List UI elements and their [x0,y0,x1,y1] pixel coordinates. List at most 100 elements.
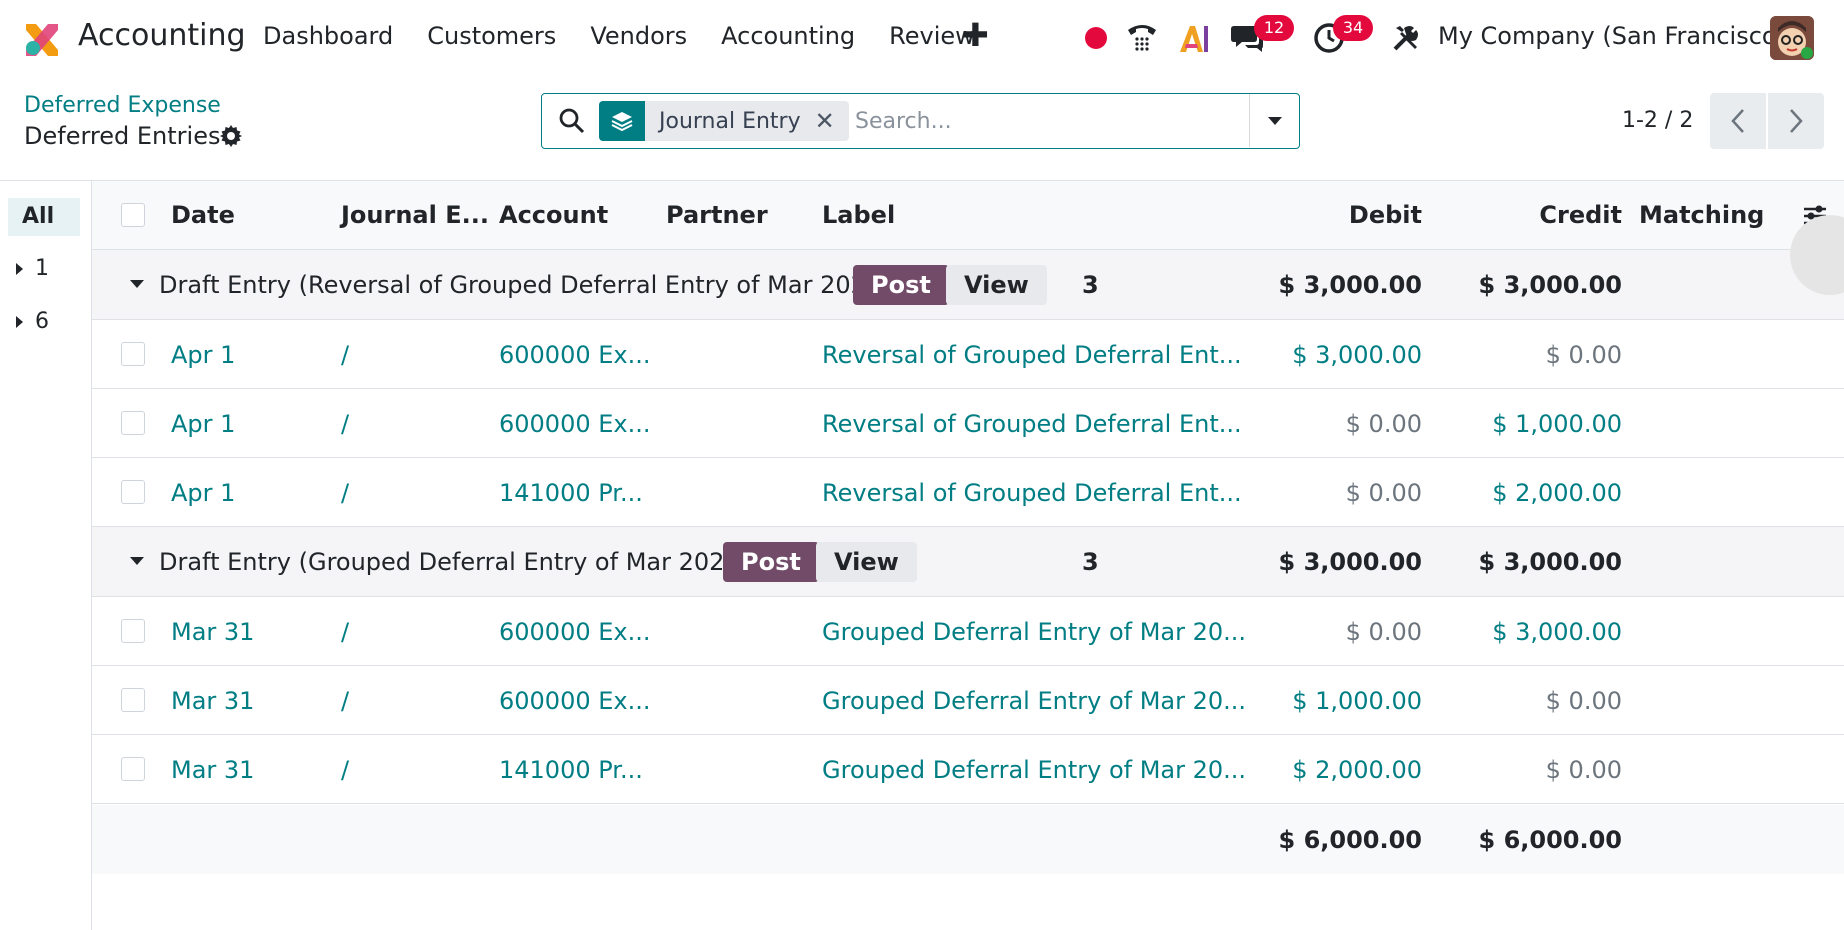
menu-dashboard[interactable]: Dashboard [263,22,394,50]
date-cell[interactable]: Mar 31 [171,618,255,646]
column-partner[interactable]: Partner [666,201,768,229]
table-row[interactable]: Mar 31 / 600000 Ex... Grouped Deferral E… [92,597,1844,666]
view-button[interactable]: View [946,265,1047,305]
column-journal-entry[interactable]: Journal E... [341,201,489,229]
chat-icon[interactable] [1230,22,1264,54]
row-checkbox[interactable] [121,688,145,712]
row-checkbox[interactable] [121,411,145,435]
ai-icon[interactable] [1177,22,1211,56]
date-cell[interactable]: Mar 31 [171,687,255,715]
pager-previous-button[interactable] [1710,93,1766,149]
post-button[interactable]: Post [853,265,949,305]
label-cell[interactable]: Reversal of Grouped Deferral Ent... [822,341,1242,369]
journal-entry-cell[interactable]: / [341,756,350,784]
gear-icon[interactable] [219,124,243,148]
pager-next-button[interactable] [1768,93,1824,149]
debit-cell[interactable]: $ 2,000.00 [1292,756,1422,784]
company-switcher[interactable]: My Company (San Francisco) [1438,22,1786,50]
table-row[interactable]: Apr 1 / 600000 Ex... Reversal of Grouped… [92,320,1844,389]
account-cell[interactable]: 600000 Ex... [499,410,651,438]
debit-cell[interactable]: $ 0.00 [1345,410,1422,438]
group-row[interactable]: Draft Entry (Reversal of Grouped Deferra… [92,250,1844,320]
column-matching[interactable]: Matching [1639,201,1765,229]
table-row[interactable]: Apr 1 / 141000 Pr... Reversal of Grouped… [92,458,1844,527]
account-cell[interactable]: 141000 Pr... [499,756,643,784]
date-cell[interactable]: Mar 31 [171,756,255,784]
user-avatar[interactable] [1770,16,1814,60]
group-row[interactable]: Draft Entry (Grouped Deferral Entry of M… [92,527,1844,597]
account-cell[interactable]: 600000 Ex... [499,341,651,369]
account-cell[interactable]: 141000 Pr... [499,479,643,507]
main-menu: Dashboard Customers Vendors Accounting R… [263,22,1009,50]
credit-cell[interactable]: $ 0.00 [1545,687,1622,715]
debit-cell[interactable]: $ 3,000.00 [1292,341,1422,369]
avatar-image [1770,16,1814,60]
menu-review[interactable]: Review [889,22,975,50]
credit-cell[interactable]: $ 2,000.00 [1492,479,1622,507]
debit-cell[interactable]: $ 1,000.00 [1292,687,1422,715]
date-cell[interactable]: Apr 1 [171,341,236,369]
phone-icon[interactable] [1125,20,1159,54]
date-cell[interactable]: Apr 1 [171,410,236,438]
journal-entry-cell[interactable]: / [341,687,350,715]
search-panel-all[interactable]: All [8,198,80,236]
label-cell[interactable]: Grouped Deferral Entry of Mar 20... [822,618,1247,646]
app-name[interactable]: Accounting [78,18,246,53]
credit-cell[interactable]: $ 0.00 [1545,341,1622,369]
debit-cell[interactable]: $ 0.00 [1345,479,1422,507]
search-panel-item-1[interactable]: 1 [16,256,49,281]
breadcrumb-parent-link[interactable]: Deferred Expense [24,93,221,118]
search-bar: Journal Entry ✕ [541,93,1300,149]
facet-remove-icon[interactable]: ✕ [814,107,835,135]
column-date[interactable]: Date [171,201,235,229]
row-checkbox[interactable] [121,757,145,781]
group-title: Draft Entry (Reversal of Grouped Deferra… [159,271,891,299]
view-button[interactable]: View [816,542,917,582]
debit-cell[interactable]: $ 0.00 [1345,618,1422,646]
label-cell[interactable]: Grouped Deferral Entry of Mar 20... [822,687,1247,715]
post-button[interactable]: Post [723,542,819,582]
pager-value[interactable]: 1-2 / 2 [1622,108,1694,133]
column-debit[interactable]: Debit [1348,201,1422,229]
journal-entry-cell[interactable]: / [341,341,350,369]
messages-count-badge: 12 [1254,15,1294,41]
table-row[interactable]: Mar 31 / 600000 Ex... Grouped Deferral E… [92,666,1844,735]
total-debit: $ 6,000.00 [1278,826,1422,854]
credit-cell[interactable]: $ 1,000.00 [1492,410,1622,438]
column-label[interactable]: Label [822,201,896,229]
select-all-checkbox[interactable] [121,203,145,227]
credit-cell[interactable]: $ 0.00 [1545,756,1622,784]
menu-customers[interactable]: Customers [427,22,557,50]
label-cell[interactable]: Grouped Deferral Entry of Mar 20... [822,756,1247,784]
label-cell[interactable]: Reversal of Grouped Deferral Ent... [822,479,1242,507]
plus-icon[interactable]: ✚ [962,16,989,54]
account-cell[interactable]: 600000 Ex... [499,618,651,646]
group-title: Draft Entry (Grouped Deferral Entry of M… [159,548,750,576]
search-input[interactable] [855,104,1245,138]
journal-entry-cell[interactable]: / [341,618,350,646]
menu-vendors[interactable]: Vendors [590,22,688,50]
journal-entry-cell[interactable]: / [341,479,350,507]
label-cell[interactable]: Reversal of Grouped Deferral Ent... [822,410,1242,438]
table-row[interactable]: Mar 31 / 141000 Pr... Grouped Deferral E… [92,735,1844,804]
tools-icon[interactable] [1390,22,1422,54]
column-account[interactable]: Account [499,201,609,229]
table-row[interactable]: Apr 1 / 600000 Ex... Reversal of Grouped… [92,389,1844,458]
search-panel-item-6[interactable]: 6 [16,309,49,334]
row-checkbox[interactable] [121,342,145,366]
row-checkbox[interactable] [121,480,145,504]
search-icon[interactable] [558,107,586,135]
recording-icon[interactable] [1085,27,1107,49]
search-facet: Journal Entry ✕ [599,101,849,141]
menu-accounting[interactable]: Accounting [721,22,856,50]
credit-cell[interactable]: $ 3,000.00 [1492,618,1622,646]
column-credit[interactable]: Credit [1539,201,1622,229]
search-options-toggle[interactable] [1249,94,1299,147]
account-cell[interactable]: 600000 Ex... [499,687,651,715]
top-navbar: Accounting Dashboard Customers Vendors A… [0,0,1844,76]
date-cell[interactable]: Apr 1 [171,479,236,507]
page-title: Deferred Entries [24,122,221,150]
accounting-app-icon[interactable] [22,20,62,60]
row-checkbox[interactable] [121,619,145,643]
journal-entry-cell[interactable]: / [341,410,350,438]
